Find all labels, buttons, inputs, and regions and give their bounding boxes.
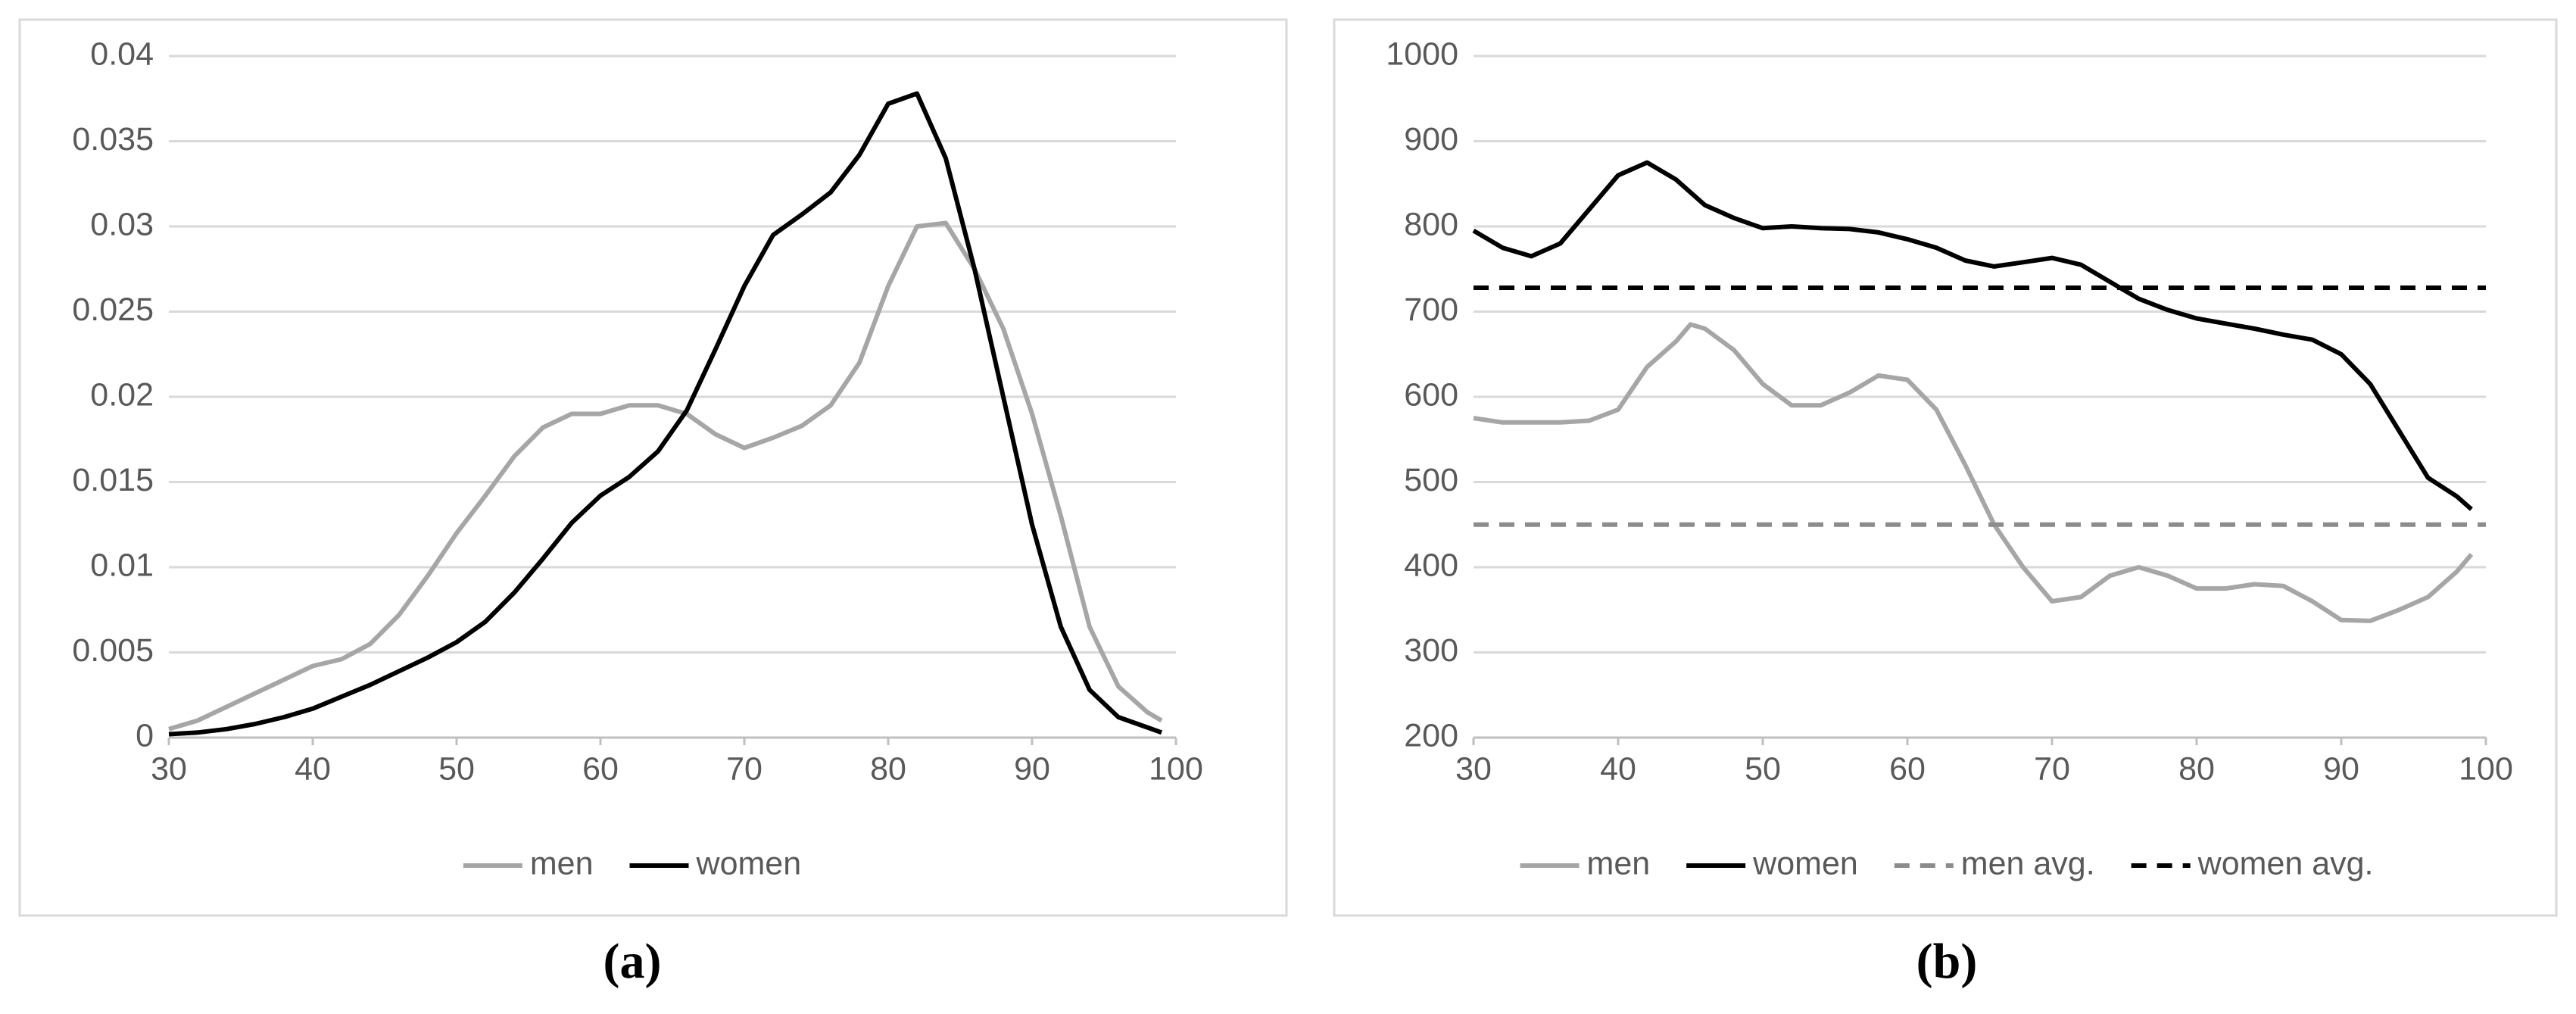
y-tick-label: 0.035 <box>72 121 154 158</box>
x-tick-label: 80 <box>2178 750 2215 787</box>
legend: men women <box>463 845 801 881</box>
x-tick-label: 40 <box>295 750 331 787</box>
y-tick-label: 700 <box>1404 292 1458 328</box>
series-line <box>168 220 1163 732</box>
legend-label: men <box>530 845 594 881</box>
x-tick-label: 30 <box>1455 750 1492 787</box>
series-line <box>1473 322 2474 623</box>
legend-label: men avg. <box>1961 845 2095 881</box>
legend-label: women <box>1752 845 1858 881</box>
legend-label: women <box>696 845 802 881</box>
x-tick-label: 60 <box>582 750 619 787</box>
x-tick-label: 70 <box>2034 750 2070 787</box>
y-tick-label: 0.005 <box>72 632 154 669</box>
y-tick-label: 400 <box>1404 547 1458 583</box>
y-tick-label: 200 <box>1404 717 1458 753</box>
x-tick-label: 40 <box>1600 750 1636 787</box>
y-tick-label: 900 <box>1404 121 1458 158</box>
x-tick-label: 100 <box>1149 750 1203 787</box>
y-tick-label: 0.015 <box>72 462 154 498</box>
x-tick-label: 90 <box>1014 750 1050 787</box>
y-tick-label: 0.03 <box>90 206 154 242</box>
x-tick-label: 50 <box>1745 750 1781 787</box>
y-tick-label: 1000 <box>1386 36 1458 72</box>
x-tick-label: 100 <box>2459 750 2513 787</box>
x-tick-label: 60 <box>1889 750 1926 787</box>
y-tick-label: 0.01 <box>90 547 154 583</box>
y-tick-label: 0 <box>136 717 154 753</box>
x-tick-label: 90 <box>2323 750 2359 787</box>
series-line <box>168 91 1163 737</box>
x-tick-label: 80 <box>870 750 906 787</box>
y-tick-label: 800 <box>1404 206 1458 242</box>
x-tick-label: 50 <box>438 750 475 787</box>
y-tick-label: 0.025 <box>72 292 154 328</box>
x-tick-label: 70 <box>726 750 763 787</box>
y-tick-label: 500 <box>1404 462 1458 498</box>
y-tick-label: 300 <box>1404 632 1458 669</box>
panel-frame <box>18 18 1288 917</box>
panel-label: (a) <box>603 934 662 989</box>
panel-label: (b) <box>1916 934 1978 989</box>
series-line <box>1472 160 2473 511</box>
legend: men women men avg. women avg. <box>1520 845 2374 881</box>
y-tick-label: 0.04 <box>90 36 154 72</box>
legend-label: men <box>1587 845 1651 881</box>
panel-frame <box>1333 18 2558 917</box>
y-tick-label: 0.02 <box>90 376 154 413</box>
x-tick-label: 30 <box>151 750 187 787</box>
y-tick-label: 600 <box>1404 376 1458 413</box>
legend-label: women avg. <box>2197 845 2374 881</box>
